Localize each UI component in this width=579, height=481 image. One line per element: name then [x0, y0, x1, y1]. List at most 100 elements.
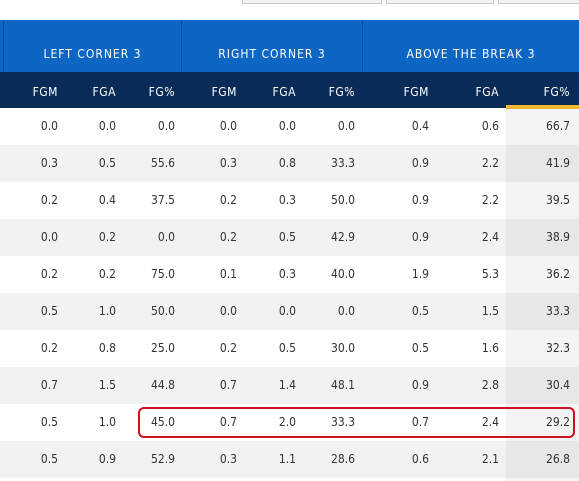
cell-fga: 0.5 — [278, 230, 296, 244]
cell-fga: 0.9 — [98, 452, 116, 466]
cell-fga: 0.3 — [278, 267, 296, 281]
cell-fga: 0.4 — [98, 193, 116, 207]
cell-fg-pct: 41.9 — [545, 156, 570, 170]
cell-fga: 2.2 — [481, 193, 499, 207]
cell-fgm: 0.7 — [411, 415, 429, 429]
cell-fga: 1.1 — [278, 452, 296, 466]
cell-fga: 2.2 — [481, 156, 499, 170]
cell-fga: 5.3 — [481, 267, 499, 281]
cell-fg-pct: 52.9 — [150, 452, 175, 466]
cell-fg-pct: 48.1 — [330, 378, 355, 392]
column-header-fga[interactable]: FGA — [92, 85, 116, 99]
cell-fg-pct: 0.0 — [157, 119, 175, 133]
cell-fga: 0.8 — [278, 156, 296, 170]
cell-fgm: 0.5 — [40, 304, 58, 318]
cell-fga: 1.0 — [98, 304, 116, 318]
table-row: 0.5 1.0 50.0 0.0 0.0 0.0 0.5 1.5 33.3 — [0, 293, 579, 330]
column-header-fg-pct[interactable]: FG% — [328, 85, 355, 99]
cell-fg-pct: 32.3 — [545, 341, 570, 355]
cell-fga: 1.5 — [98, 378, 116, 392]
group-divider — [181, 20, 182, 72]
column-header-fgm[interactable]: FGM — [403, 85, 429, 99]
table-row: 0.5 1.0 45.0 0.7 2.0 33.3 0.7 2.4 29.2 — [0, 404, 579, 441]
cell-fga: 0.5 — [278, 341, 296, 355]
cell-fga: 2.4 — [481, 230, 499, 244]
cell-fg-pct: 28.6 — [330, 452, 355, 466]
cell-fgm: 0.2 — [219, 193, 237, 207]
cell-fg-pct: 50.0 — [150, 304, 175, 318]
dropdown-tab[interactable] — [386, 0, 494, 4]
cell-fgm: 0.3 — [40, 156, 58, 170]
cell-fga: 2.4 — [481, 415, 499, 429]
cell-fgm: 0.2 — [40, 267, 58, 281]
dropdown-tab[interactable] — [498, 0, 579, 4]
cell-fga: 0.2 — [98, 230, 116, 244]
cell-fgm: 1.9 — [411, 267, 429, 281]
sort-indicator-bar — [506, 105, 579, 109]
cell-fg-pct: 55.6 — [150, 156, 175, 170]
cell-fga: 2.0 — [278, 415, 296, 429]
cell-fga: 0.0 — [278, 304, 296, 318]
column-header-fga[interactable]: FGA — [475, 85, 499, 99]
cell-fga: 1.0 — [98, 415, 116, 429]
highlight-annotation-box — [138, 407, 575, 438]
cell-fgm: 0.0 — [40, 119, 58, 133]
cell-fgm: 0.9 — [411, 378, 429, 392]
column-header-fgm[interactable]: FGM — [211, 85, 237, 99]
cell-fg-pct: 38.9 — [545, 230, 570, 244]
column-header-fg-pct[interactable]: FG% — [148, 85, 175, 99]
cell-fga: 1.4 — [278, 378, 296, 392]
cell-fgm: 0.5 — [40, 415, 58, 429]
cell-fg-pct: 45.0 — [150, 415, 175, 429]
cell-fga: 1.5 — [481, 304, 499, 318]
group-header-right-corner-3: RIGHT CORNER 3 — [218, 47, 326, 61]
cell-fg-pct: 0.0 — [337, 119, 355, 133]
cell-fga: 0.6 — [481, 119, 499, 133]
cell-fgm: 0.2 — [219, 230, 237, 244]
cell-fga: 0.5 — [98, 156, 116, 170]
cell-fg-pct: 36.2 — [545, 267, 570, 281]
sorted-column-shade — [506, 108, 579, 481]
cell-fg-pct: 37.5 — [150, 193, 175, 207]
cell-fga: 0.3 — [278, 193, 296, 207]
cell-fgm: 0.2 — [40, 193, 58, 207]
table-row: 0.0 0.0 0.0 0.0 0.0 0.0 0.4 0.6 66.7 — [0, 108, 579, 145]
cell-fg-pct: 75.0 — [150, 267, 175, 281]
cell-fg-pct: 33.3 — [330, 156, 355, 170]
cell-fg-pct: 33.3 — [330, 415, 355, 429]
cell-fgm: 0.9 — [411, 230, 429, 244]
cell-fgm: 0.7 — [219, 415, 237, 429]
table-row: 0.2 0.2 75.0 0.1 0.3 40.0 1.9 5.3 36.2 — [0, 256, 579, 293]
cell-fgm: 0.0 — [40, 230, 58, 244]
top-toolbar-area — [0, 0, 579, 20]
cell-fg-pct: 26.8 — [545, 452, 570, 466]
cell-fg-pct: 40.0 — [330, 267, 355, 281]
dropdown-tab[interactable] — [242, 0, 382, 4]
cell-fgm: 0.7 — [40, 378, 58, 392]
cell-fgm: 0.3 — [219, 156, 237, 170]
column-header-fg-pct-sorted[interactable]: FG% — [543, 85, 570, 99]
table-row: 0.2 0.4 37.5 0.2 0.3 50.0 0.9 2.2 39.5 — [0, 182, 579, 219]
table-row: 0.5 0.9 52.9 0.3 1.1 28.6 0.6 2.1 26.8 — [0, 441, 579, 478]
cell-fgm: 0.5 — [411, 341, 429, 355]
group-header-left-corner-3: LEFT CORNER 3 — [43, 47, 142, 61]
column-header-fgm[interactable]: FGM — [32, 85, 58, 99]
group-divider — [3, 20, 4, 72]
cell-fgm: 0.9 — [411, 193, 429, 207]
cell-fg-pct: 29.2 — [545, 415, 570, 429]
cell-fgm: 0.7 — [219, 378, 237, 392]
cell-fg-pct: 30.4 — [545, 378, 570, 392]
cell-fgm: 0.2 — [219, 341, 237, 355]
cell-fga: 0.2 — [98, 267, 116, 281]
cell-fga: 0.8 — [98, 341, 116, 355]
cell-fga: 2.1 — [481, 452, 499, 466]
group-divider — [362, 20, 363, 72]
cell-fg-pct: 33.3 — [545, 304, 570, 318]
cell-fg-pct: 0.0 — [337, 304, 355, 318]
cell-fga: 0.0 — [98, 119, 116, 133]
cell-fg-pct: 25.0 — [150, 341, 175, 355]
cell-fgm: 0.1 — [219, 267, 237, 281]
column-header-fga[interactable]: FGA — [272, 85, 296, 99]
cell-fg-pct: 39.5 — [545, 193, 570, 207]
cell-fgm: 0.5 — [40, 452, 58, 466]
